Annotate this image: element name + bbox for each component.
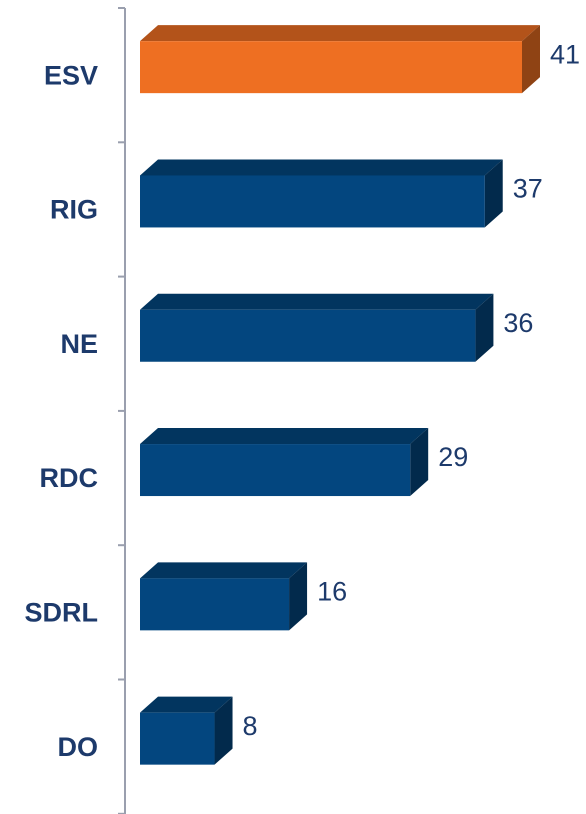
bar bbox=[140, 428, 429, 497]
value-label: 16 bbox=[317, 576, 347, 606]
value-label: 41 bbox=[550, 39, 580, 69]
category-label: SDRL bbox=[25, 597, 99, 627]
bar-side bbox=[522, 25, 540, 94]
bar-top bbox=[140, 428, 429, 445]
value-label: 36 bbox=[503, 308, 533, 338]
bar bbox=[140, 25, 540, 94]
bar-top bbox=[140, 696, 233, 713]
value-label: 37 bbox=[513, 174, 543, 204]
bar-front bbox=[140, 41, 522, 94]
bar-front bbox=[140, 578, 290, 631]
bar-front bbox=[140, 444, 411, 497]
bar bbox=[140, 159, 503, 228]
bar-front bbox=[140, 712, 215, 765]
category-label: ESV bbox=[44, 60, 98, 90]
bar-top bbox=[140, 159, 503, 176]
category-label: RIG bbox=[50, 195, 98, 225]
bar-side bbox=[475, 293, 494, 362]
bar bbox=[140, 696, 233, 765]
bar-front bbox=[140, 309, 476, 362]
value-label: 29 bbox=[438, 442, 468, 472]
bar-side bbox=[484, 159, 503, 228]
bar-top bbox=[140, 293, 494, 310]
category-label: NE bbox=[60, 329, 98, 359]
bar-top bbox=[140, 25, 540, 42]
category-label: DO bbox=[58, 732, 99, 762]
bar-top bbox=[140, 562, 308, 579]
bar-side bbox=[214, 696, 233, 765]
category-label: RDC bbox=[40, 463, 99, 493]
bar-front bbox=[140, 175, 485, 228]
bar-side bbox=[410, 428, 429, 497]
bar bbox=[140, 293, 494, 362]
value-label: 8 bbox=[243, 711, 258, 741]
bar-side bbox=[289, 562, 308, 631]
bar bbox=[140, 562, 308, 631]
